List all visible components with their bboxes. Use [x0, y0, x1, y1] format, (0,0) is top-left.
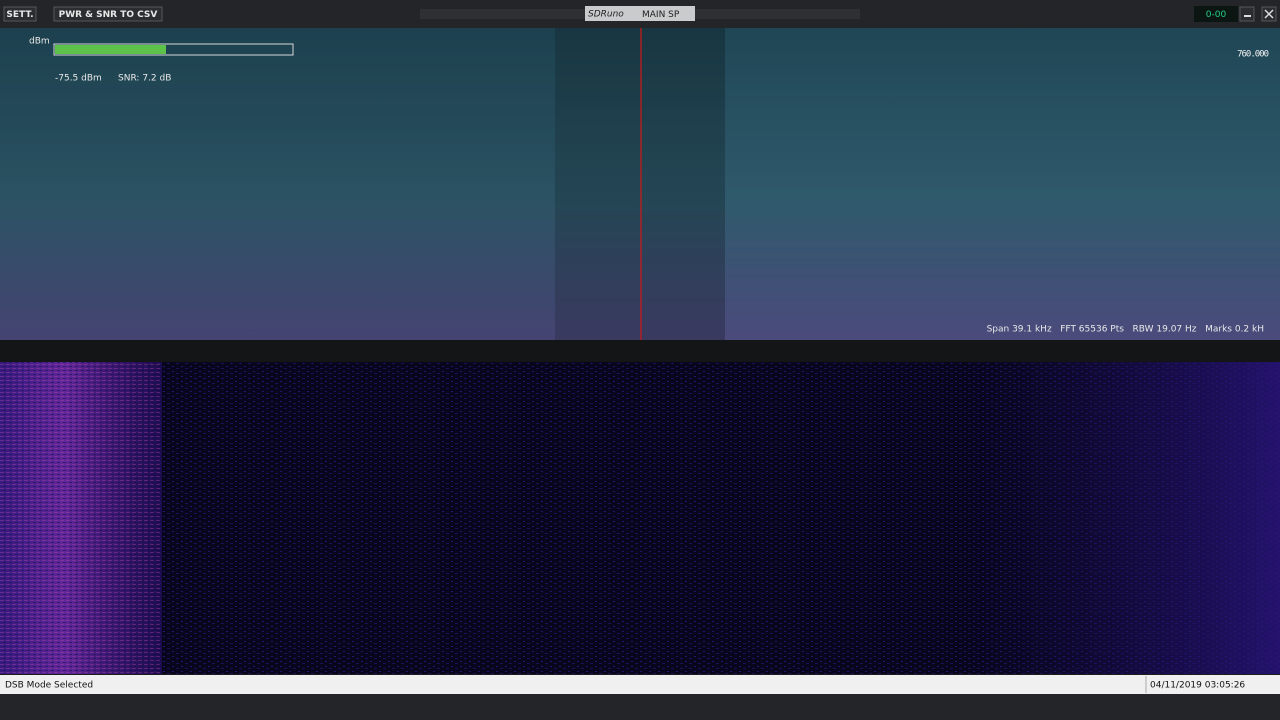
smeter-frame [53, 43, 294, 56]
minimize-icon [1244, 15, 1251, 17]
smeter-unit: dBm [29, 37, 50, 47]
minimize-button[interactable] [1239, 6, 1255, 22]
close-icon [1264, 9, 1274, 19]
status-bar [0, 675, 1280, 694]
status-timestamp: 04/11/2019 03:05:26 [1150, 681, 1245, 691]
spectrum-info: Span 39.1 kHz FFT 65536 Pts RBW 19.07 Hz… [987, 325, 1264, 335]
app-title: SDRuno [588, 10, 624, 20]
title-box [585, 6, 695, 21]
clock-box [1194, 6, 1238, 22]
settings-label: SETT. [6, 10, 33, 20]
snr-readout: SNR: 7.2 dB [118, 74, 171, 84]
settings-button[interactable] [3, 6, 37, 22]
waterfall-texture [0, 362, 162, 674]
export-button[interactable] [53, 6, 163, 22]
bottom-bar [0, 694, 1280, 720]
clock: 0-00 [1206, 10, 1227, 20]
frequency-axis [0, 340, 1280, 362]
waterfall-band-right [960, 362, 1280, 674]
spectrum-background [0, 28, 1280, 340]
panel-name: MAIN SP [642, 10, 680, 20]
filter-passband [555, 28, 725, 340]
export-label: PWR & SNR TO CSV [59, 10, 158, 20]
status-message: DSB Mode Selected [5, 681, 93, 691]
spectrum-shade-left [0, 28, 555, 340]
frequency-display: 760.000 [1237, 50, 1269, 60]
power-readout: -75.5 dBm [55, 74, 102, 84]
smeter-bar [55, 45, 166, 54]
